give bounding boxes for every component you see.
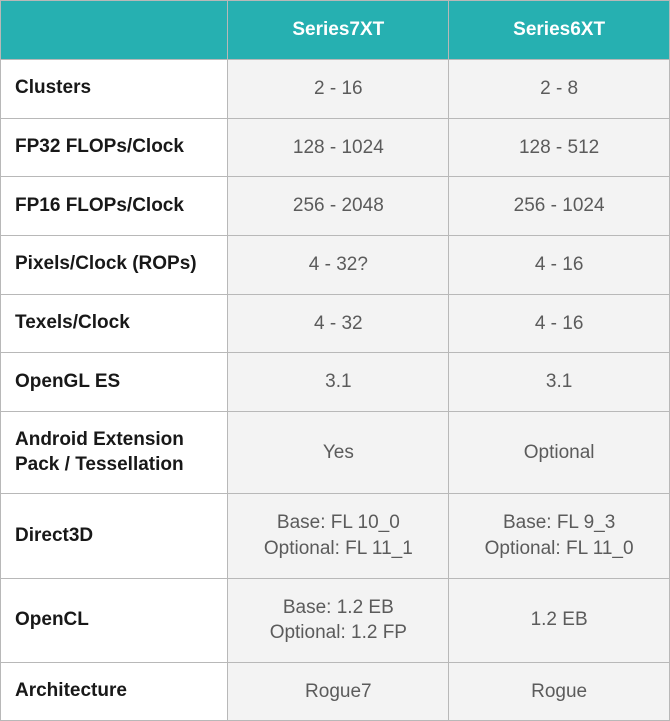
row-value-col1: Rogue7 [228,662,449,721]
header-row: Series7XT Series6XT [1,1,670,60]
row-value-col2: 1.2 EB [449,578,670,662]
table-row: FP16 FLOPs/Clock 256 - 2048 256 - 1024 [1,177,670,236]
table-row: Texels/Clock 4 - 32 4 - 16 [1,294,670,353]
row-value-col1: Base: FL 10_0 Optional: FL 11_1 [228,494,449,578]
row-label: Architecture [1,662,228,721]
table-row: OpenCL Base: 1.2 EB Optional: 1.2 FP 1.2… [1,578,670,662]
row-label: Pixels/Clock (ROPs) [1,235,228,294]
row-value-col1: 4 - 32? [228,235,449,294]
row-value-col2: Optional [449,411,670,493]
row-value-col1: 128 - 1024 [228,118,449,177]
row-value-col2: 128 - 512 [449,118,670,177]
row-label: Android Extension Pack / Tessellation [1,411,228,493]
row-value-col2: 2 - 8 [449,60,670,119]
row-label: Direct3D [1,494,228,578]
header-col1: Series7XT [228,1,449,60]
row-label: Clusters [1,60,228,119]
row-value-col2: 4 - 16 [449,294,670,353]
row-label: FP16 FLOPs/Clock [1,177,228,236]
row-value-col2: Rogue [449,662,670,721]
table-row: Clusters 2 - 16 2 - 8 [1,60,670,119]
table-row: Architecture Rogue7 Rogue [1,662,670,721]
table-row: Pixels/Clock (ROPs) 4 - 32? 4 - 16 [1,235,670,294]
row-value-col1: Yes [228,411,449,493]
row-value-col2: 3.1 [449,353,670,412]
row-value-col1: 256 - 2048 [228,177,449,236]
row-value-col2: Base: FL 9_3 Optional: FL 11_0 [449,494,670,578]
table-row: Direct3D Base: FL 10_0 Optional: FL 11_1… [1,494,670,578]
table-row: Android Extension Pack / Tessellation Ye… [1,411,670,493]
row-value-col1: 4 - 32 [228,294,449,353]
row-value-col2: 256 - 1024 [449,177,670,236]
row-value-col1: 2 - 16 [228,60,449,119]
row-value-col2: 4 - 16 [449,235,670,294]
header-col2: Series6XT [449,1,670,60]
row-label: FP32 FLOPs/Clock [1,118,228,177]
row-value-col1: Base: 1.2 EB Optional: 1.2 FP [228,578,449,662]
table-row: OpenGL ES 3.1 3.1 [1,353,670,412]
table-row: FP32 FLOPs/Clock 128 - 1024 128 - 512 [1,118,670,177]
row-label: OpenCL [1,578,228,662]
row-value-col1: 3.1 [228,353,449,412]
comparison-table-container: Series7XT Series6XT Clusters 2 - 16 2 - … [0,0,670,721]
row-label: OpenGL ES [1,353,228,412]
comparison-table: Series7XT Series6XT Clusters 2 - 16 2 - … [0,0,670,721]
header-corner-cell [1,1,228,60]
row-label: Texels/Clock [1,294,228,353]
